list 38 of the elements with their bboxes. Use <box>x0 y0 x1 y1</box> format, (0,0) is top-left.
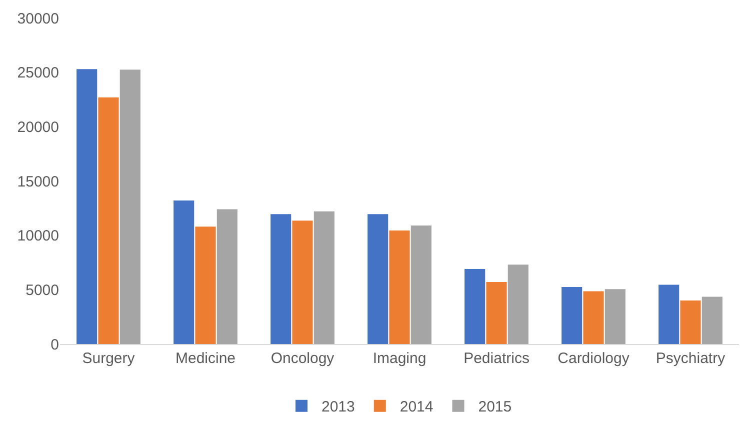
bar <box>486 282 507 344</box>
bar <box>562 286 582 344</box>
y-tick-label: 20000 <box>17 118 59 136</box>
y-tick-label: 25000 <box>17 64 59 82</box>
bar <box>270 214 292 344</box>
y-tick-label: 0 <box>50 336 59 354</box>
y-tick-label: 15000 <box>17 173 59 190</box>
legend-label: 2014 <box>400 398 434 416</box>
x-tick-label: Cardiology <box>558 350 630 367</box>
bar <box>76 69 98 344</box>
bar <box>216 209 238 344</box>
bar <box>120 70 140 344</box>
y-tick-label: 10000 <box>17 228 59 245</box>
bar <box>658 284 680 344</box>
x-tick-label: Surgery <box>82 350 136 367</box>
legend-label: 2015 <box>478 398 512 416</box>
bar <box>292 220 313 344</box>
bar <box>702 296 722 344</box>
bar <box>195 226 216 344</box>
legend-label: 2013 <box>322 398 355 416</box>
y-tick-label: 5000 <box>26 282 59 299</box>
x-tick-label: Pediatrics <box>464 350 530 367</box>
bar <box>508 264 528 344</box>
bar <box>389 230 410 344</box>
x-tick-label: Imaging <box>372 350 426 367</box>
bar <box>583 291 604 344</box>
bar <box>314 211 334 344</box>
bar <box>174 200 194 344</box>
x-tick-label: Medicine <box>175 350 236 367</box>
y-tick-label: 30000 <box>17 10 59 28</box>
bar <box>98 97 119 344</box>
bar <box>410 226 432 344</box>
x-tick-label: Psychiatry <box>656 350 726 367</box>
bar <box>680 300 701 344</box>
bar <box>604 289 626 344</box>
bar <box>464 269 486 344</box>
bar <box>368 214 388 344</box>
x-tick-label: Oncology <box>270 350 335 367</box>
